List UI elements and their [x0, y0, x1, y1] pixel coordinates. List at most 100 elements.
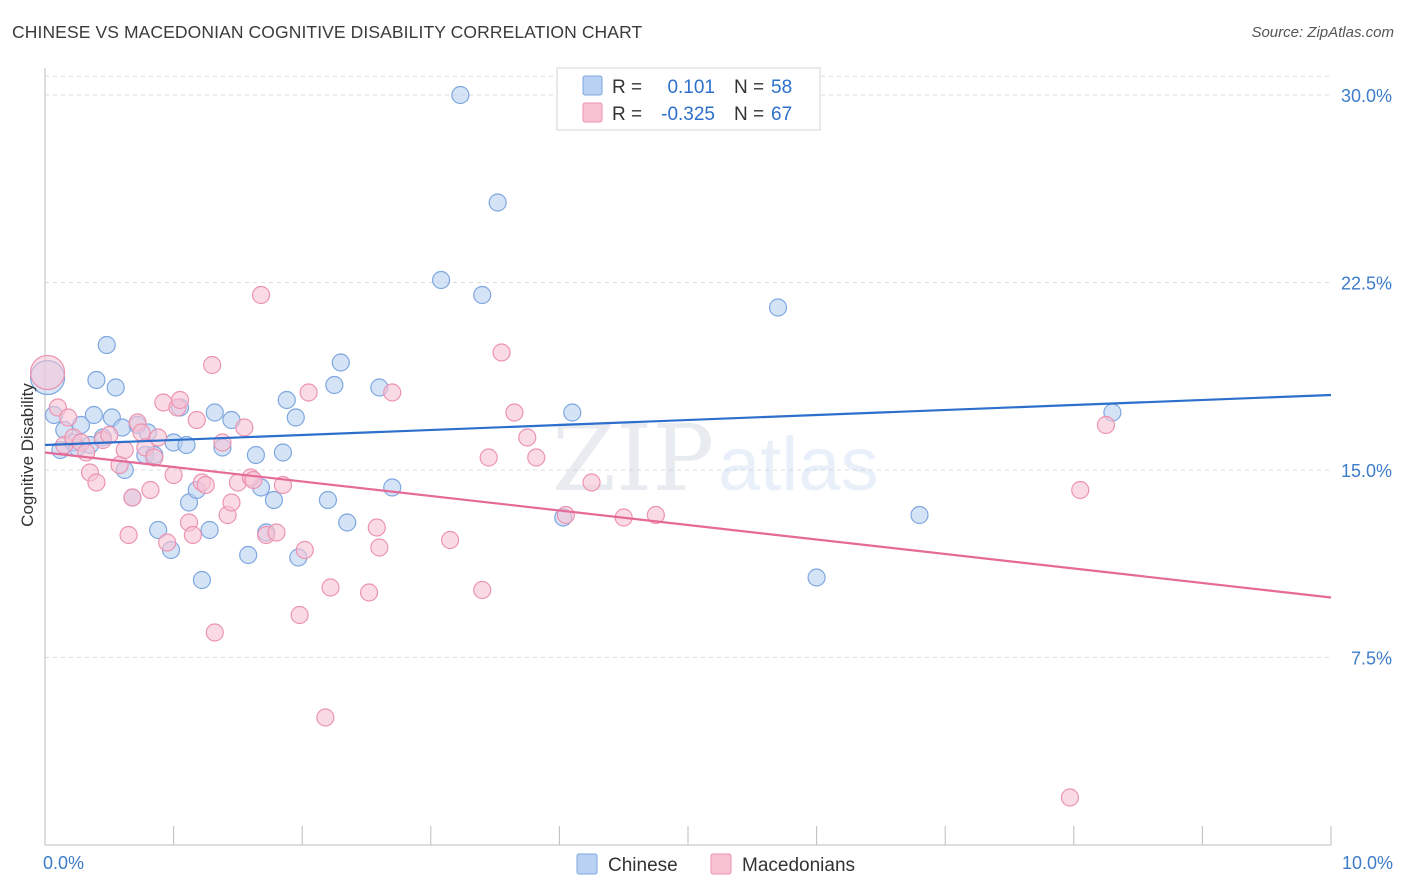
macedonian-point — [267, 523, 286, 542]
stats-legend: R = 0.101 N = 58 R = -0.325 N = 67 — [556, 67, 821, 131]
chinese-point — [563, 403, 582, 422]
chinese-point — [451, 85, 470, 105]
macedonian-point — [556, 505, 575, 525]
macedonian-point — [1071, 480, 1090, 500]
macedonian-point — [141, 480, 160, 500]
chinese-point — [318, 490, 338, 510]
macedonian-point — [295, 540, 314, 560]
chinese-point — [87, 370, 106, 390]
stats-n-label-chinese: N = — [734, 77, 764, 98]
macedonian-point — [29, 354, 66, 391]
macedonian-point — [149, 428, 168, 447]
chinese-point — [277, 390, 296, 410]
macedonian-point — [244, 470, 263, 490]
y-tick-label: 15.0% — [1341, 461, 1392, 481]
macedonian-point — [123, 488, 142, 507]
macedonian-point — [1060, 788, 1080, 807]
chinese-point — [200, 520, 219, 540]
y-tick-label: 30.0% — [1341, 86, 1392, 106]
legend-label-chinese: Chinese — [608, 855, 678, 876]
macedonian-point — [290, 605, 309, 625]
y-axis-title: Cognitive Disability — [18, 383, 37, 527]
chinese-point — [149, 520, 168, 540]
chinese-point — [473, 285, 492, 305]
macedonian-point — [100, 425, 119, 445]
watermark: ZIP atlas — [552, 405, 879, 512]
macedonian-point — [299, 383, 318, 402]
macedonian-point — [87, 473, 106, 492]
stats-swatch-macedonian — [582, 102, 603, 123]
chinese-point — [84, 405, 103, 425]
y-tick-label: 22.5% — [1341, 274, 1392, 294]
tick-labels: 7.5% 15.0% 22.5% 30.0% 0.0% 10.0% — [43, 86, 1393, 873]
chinese-point — [768, 298, 788, 317]
chinese-point — [910, 505, 929, 525]
chinese-point — [246, 445, 266, 465]
macedonian-point — [222, 493, 241, 512]
macedonian-point — [582, 473, 601, 492]
macedonian-point — [492, 343, 511, 362]
macedonian-point — [196, 475, 215, 495]
stats-r-value-macedonian: -0.325 — [661, 104, 715, 125]
macedonian-point — [187, 410, 206, 430]
macedonian-point — [205, 623, 224, 642]
chinese-point — [431, 270, 451, 290]
macedonian-point — [115, 440, 134, 460]
stats-n-label-macedonian: N = — [734, 104, 764, 125]
stats-r-label-macedonian: R = — [612, 104, 642, 125]
macedonian-point — [164, 465, 183, 485]
macedonian-point — [440, 530, 460, 550]
chinese-point — [325, 375, 344, 395]
series-macedonian-points — [29, 285, 1116, 807]
gridlines — [45, 75, 1331, 658]
stats-r-label-chinese: R = — [612, 77, 642, 98]
chinese-point — [273, 443, 293, 462]
macedonian-point — [321, 578, 340, 597]
chinese-point — [205, 403, 224, 422]
source-label: Source: ZipAtlas.com — [1251, 24, 1394, 41]
chinese-point — [338, 513, 357, 532]
legend-swatch-macedonian — [710, 853, 732, 875]
series-legend: Chinese Macedonians — [576, 853, 855, 876]
macedonian-point — [235, 418, 254, 437]
x-tick-label: 0.0% — [43, 853, 84, 873]
macedonian-point — [170, 390, 190, 410]
stats-swatch-chinese — [582, 75, 603, 96]
watermark-atlas: atlas — [718, 422, 879, 507]
chinese-point — [106, 378, 125, 397]
macedonian-point — [370, 538, 389, 557]
macedonian-point — [203, 355, 222, 375]
stats-n-value-chinese: 58 — [771, 77, 792, 98]
macedonian-point — [367, 518, 386, 537]
chinese-point — [286, 408, 305, 427]
macedonian-point — [359, 583, 379, 602]
chinese-point — [192, 570, 211, 590]
chinese-point — [807, 568, 826, 587]
macedonian-point — [473, 580, 492, 600]
macedonian-point — [646, 505, 665, 525]
macedonian-point — [145, 448, 164, 467]
macedonian-point — [518, 428, 537, 447]
chinese-point — [383, 478, 402, 497]
chart-title: CHINESE VS MACEDONIAN COGNITIVE DISABILI… — [12, 22, 643, 42]
macedonian-point — [383, 383, 402, 402]
macedonian-point — [1096, 415, 1116, 435]
stats-r-value-chinese: 0.101 — [667, 77, 715, 98]
legend-swatch-chinese — [576, 853, 598, 875]
x-tick-label: 10.0% — [1342, 853, 1393, 873]
macedonian-point — [316, 708, 335, 727]
chinese-point — [97, 335, 116, 355]
macedonian-point — [527, 448, 546, 467]
macedonian-point — [251, 285, 271, 305]
chinese-point — [264, 490, 284, 510]
chinese-point — [239, 545, 258, 565]
chinese-point — [488, 193, 507, 212]
axes — [44, 68, 1332, 846]
chinese-point — [331, 353, 350, 372]
trend-line-chinese — [44, 393, 1332, 447]
stats-n-value-macedonian: 67 — [771, 104, 792, 125]
macedonian-point — [158, 533, 177, 552]
trend-line-macedonian — [44, 451, 1332, 599]
macedonian-point — [59, 408, 78, 427]
